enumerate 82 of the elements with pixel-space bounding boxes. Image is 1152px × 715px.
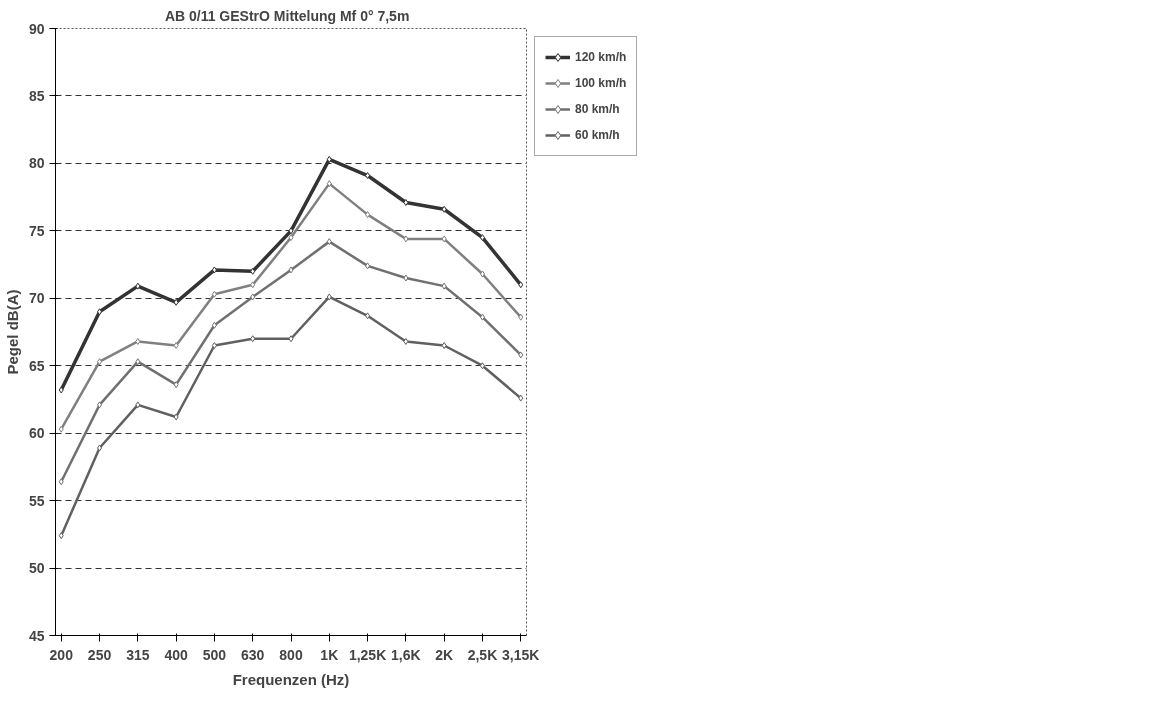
point [479, 234, 485, 242]
point [326, 180, 332, 188]
point [97, 308, 103, 316]
y-tick-label: 75 [28, 222, 45, 239]
point [365, 211, 371, 219]
x-tick-label: 200 [49, 646, 74, 663]
point [211, 290, 217, 298]
point [250, 293, 256, 301]
point [135, 337, 141, 345]
y-tick-label: 85 [28, 87, 45, 104]
point [173, 298, 179, 306]
legend-label: 60 km/h [575, 128, 620, 142]
point [173, 413, 179, 421]
point [403, 337, 409, 345]
point [58, 478, 64, 486]
point [97, 358, 103, 366]
point [135, 282, 141, 290]
chart-title: AB 0/11 GEStrO Mittelung Mf 0° 7,5m [164, 7, 410, 24]
point [135, 358, 141, 366]
point [97, 401, 103, 409]
x-tick-label: 315 [126, 646, 150, 663]
x-axis-title: Frequenzen (Hz) [232, 670, 350, 688]
point [135, 401, 141, 409]
point [326, 238, 332, 246]
point [441, 341, 447, 349]
y-tick-label: 80 [28, 155, 45, 172]
point [479, 362, 485, 370]
point [250, 281, 256, 289]
point [250, 267, 256, 275]
point [58, 532, 64, 540]
point [97, 444, 103, 452]
point [365, 262, 371, 270]
point [326, 155, 332, 163]
point [403, 235, 409, 243]
x-tick-label: 250 [87, 646, 112, 663]
x-tick-label: 630 [241, 646, 265, 663]
point [173, 341, 179, 349]
x-tick-label: 2,5K [467, 646, 498, 663]
point [288, 234, 294, 242]
y-tick-label: 50 [28, 560, 45, 577]
point [58, 386, 64, 394]
point [518, 281, 524, 289]
y-tick-label: 65 [28, 357, 45, 374]
point [403, 274, 409, 282]
point [288, 227, 294, 235]
point [441, 235, 447, 243]
x-tick-label: 800 [279, 646, 303, 663]
y-tick-label: 60 [28, 425, 45, 442]
point [58, 425, 64, 433]
point [518, 313, 524, 321]
point [173, 381, 179, 389]
point [518, 394, 524, 402]
legend-label: 100 km/h [575, 76, 627, 90]
y-axis-title: Pegel dB(A) [3, 289, 21, 375]
x-tick-label: 3,15K [502, 646, 540, 663]
point [288, 266, 294, 274]
point [441, 282, 447, 290]
point [365, 312, 371, 320]
legend-label: 120 km/h [575, 50, 627, 64]
point [479, 313, 485, 321]
point [479, 270, 485, 278]
y-tick-label: 70 [28, 290, 45, 307]
legend-label: 80 km/h [575, 102, 620, 116]
point [365, 172, 371, 180]
point [211, 266, 217, 274]
x-tick-label: 1K [320, 646, 339, 663]
point [326, 293, 332, 301]
point [211, 321, 217, 329]
y-tick-label: 90 [28, 20, 45, 37]
point [518, 351, 524, 359]
x-tick-label: 500 [202, 646, 227, 663]
y-tick-label: 55 [28, 492, 45, 509]
point [441, 205, 447, 213]
point [403, 199, 409, 207]
point [288, 335, 294, 343]
y-tick-label: 45 [28, 627, 45, 644]
x-tick-label: 1,6K [391, 646, 421, 663]
x-tick-label: 400 [164, 646, 189, 663]
x-tick-label: 1,25K [348, 646, 387, 663]
x-tick-label: 2K [435, 646, 454, 663]
point [250, 335, 256, 343]
point [211, 341, 217, 349]
